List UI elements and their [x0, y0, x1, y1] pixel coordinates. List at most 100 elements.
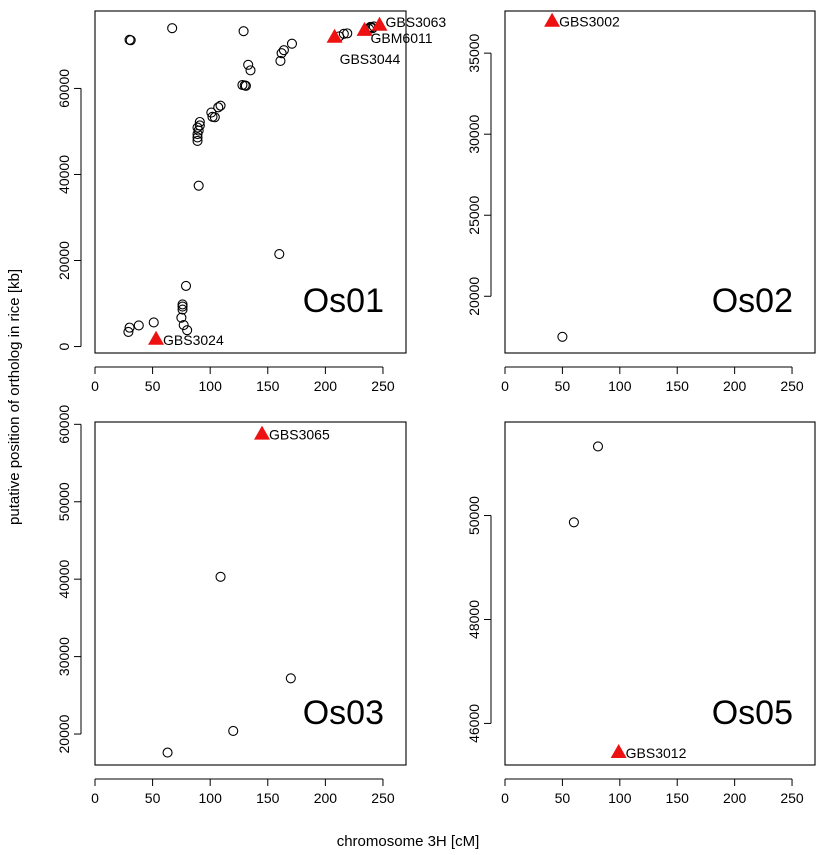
data-point: [286, 38, 298, 49]
data-point: [245, 65, 256, 76]
data-point: [278, 45, 289, 56]
y-tick-label: 30000: [56, 637, 72, 676]
data-point: [228, 725, 239, 736]
x-tick-label: 100: [608, 790, 632, 806]
x-tick-label: 150: [256, 378, 280, 394]
data-point: [215, 100, 226, 111]
x-tick-label: 250: [371, 790, 395, 806]
highlight-label: GBS3024: [163, 332, 224, 348]
y-tick-label: 0: [56, 342, 72, 350]
panel-os02: 0 50 100 150 200 250 20000 25000 30000 35000 GBS30…: [466, 10, 816, 394]
y-tick-label: 48000: [466, 600, 482, 639]
highlight-marker: [356, 21, 373, 36]
x-tick-label: 200: [314, 790, 338, 806]
highlight-marker: [326, 28, 343, 43]
x-tick-label: 50: [145, 790, 161, 806]
x-tick-label: 200: [723, 790, 747, 806]
panel-os03: 0 50 100 150 200 250 20000 30000 40000 50000 60000…: [56, 405, 407, 806]
data-point: [274, 249, 285, 260]
x-tick-label: 50: [555, 790, 571, 806]
data-point: [182, 325, 193, 336]
y-tick-label: 25000: [466, 196, 482, 235]
highlight-label: GBS3044: [340, 51, 401, 67]
data-point: [167, 23, 178, 34]
panels: 0 50 100 150 200 2500200004000060000GBS3024GB…: [56, 10, 816, 806]
data-point: [243, 59, 254, 70]
data-point: [240, 80, 251, 91]
x-tick-label: 0: [501, 790, 509, 806]
plot-frame: [94, 421, 407, 766]
x-tick-label: 200: [314, 378, 338, 394]
data-point: [192, 122, 203, 133]
data-point: [275, 55, 286, 66]
highlight-label: GBS3012: [626, 745, 687, 761]
panel-os01: 0 50 100 150 200 250 0 20000 40000 60000 GBS3024 GB…: [56, 10, 447, 394]
data-point: [342, 28, 353, 39]
data-point: [180, 280, 192, 291]
highlight-marker: [544, 12, 561, 27]
highlight-label: GBS3065: [269, 427, 330, 443]
x-tick-label: 100: [608, 378, 632, 394]
y-tick-label: 30000: [466, 115, 482, 154]
y-tick-label: 60000: [56, 69, 72, 108]
data-point: [125, 35, 136, 46]
data-point: [177, 301, 188, 312]
plot-frame: [504, 421, 816, 766]
highlight-marker: [148, 330, 165, 345]
x-tick-label: 250: [780, 790, 804, 806]
data-point: [178, 319, 189, 331]
x-tick-label: 0: [501, 378, 509, 394]
y-tick-label: 20000: [466, 277, 482, 316]
data-point: [338, 28, 349, 39]
x-tick-label: 150: [256, 790, 280, 806]
panel-os05: 0 50 100 150 200 250 46000 48000 50000 GBS3012 Os0…: [466, 421, 816, 806]
data-point: [162, 747, 173, 758]
data-point: [592, 441, 604, 452]
data-point: [148, 317, 159, 328]
y-tick-label: 20000: [56, 241, 72, 280]
panel-label: Os02: [712, 282, 793, 320]
x-axis-title: chromosome 3H [cM]: [337, 833, 480, 850]
data-point: [133, 320, 144, 331]
panel-label: Os03: [303, 694, 384, 732]
data-point: [557, 331, 568, 342]
highlight-marker: [254, 425, 271, 440]
data-point: [238, 26, 249, 37]
x-tick-label: 250: [780, 378, 804, 394]
data-point: [192, 132, 203, 143]
y-axis-title: putative position of ortholog in rice [k…: [6, 269, 23, 525]
data-point: [177, 304, 188, 315]
data-point: [124, 322, 135, 333]
plot-frame: [504, 10, 816, 354]
x-tick-label: 0: [91, 378, 99, 394]
data-point: [123, 326, 134, 337]
x-tick-label: 200: [723, 378, 747, 394]
y-tick-label: 40000: [56, 560, 72, 599]
highlight-label: GBS3063: [386, 14, 447, 30]
plot-frame: [94, 10, 407, 354]
x-tick-label: 150: [666, 378, 690, 394]
data-point: [215, 571, 226, 582]
x-tick-label: 100: [199, 378, 223, 394]
x-tick-label: 0: [91, 790, 99, 806]
data-point: [568, 517, 579, 528]
data-point: [176, 312, 187, 323]
x-tick-label: 150: [666, 790, 690, 806]
y-tick-label: 60000: [56, 405, 72, 444]
x-tick-label: 50: [145, 378, 161, 394]
data-point: [276, 48, 287, 59]
data-point: [213, 102, 224, 113]
data-point: [285, 673, 296, 684]
x-tick-label: 50: [555, 378, 571, 394]
y-tick-label: 50000: [466, 496, 482, 535]
highlight-marker: [610, 744, 627, 759]
panel-label: Os01: [303, 282, 384, 320]
data-point: [194, 120, 205, 131]
data-point: [194, 116, 205, 128]
y-tick-label: 20000: [56, 714, 72, 753]
data-point: [206, 107, 217, 118]
data-point: [192, 135, 203, 146]
highlight-label: GBS3002: [559, 14, 620, 30]
highlight-label: GBM6011: [371, 30, 433, 46]
